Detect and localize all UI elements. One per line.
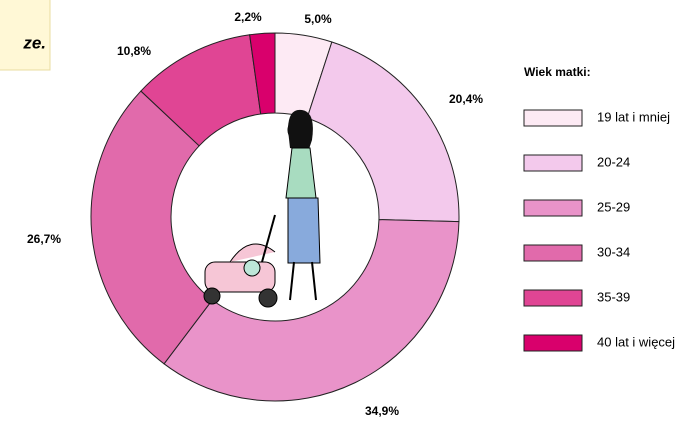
legend-swatch: [524, 290, 582, 306]
legend-swatch: [524, 110, 582, 126]
legend-label: 25-29: [597, 199, 630, 214]
data-label: 26,7%: [27, 232, 61, 246]
data-label: 34,9%: [365, 404, 399, 418]
legend-swatch: [524, 155, 582, 171]
donut-slice: [307, 42, 459, 222]
legend-label: 40 lat i więcej: [597, 334, 675, 349]
legend-label: 20-24: [597, 154, 630, 169]
legend-swatch: [524, 200, 582, 216]
legend-label: 30-34: [597, 244, 630, 259]
legend-title: Wiek matki:: [524, 65, 591, 79]
illustration: [204, 110, 320, 307]
annotation: ze.: [22, 33, 46, 52]
data-label: 20,4%: [449, 92, 483, 106]
legend-swatch: [524, 245, 582, 261]
data-label: 5,0%: [304, 12, 332, 26]
chart: ze. Wiek matki: 5,0% 19 lat i mniej 20,4% 2…: [0, 0, 696, 425]
data-label: 10,8%: [117, 44, 151, 58]
legend-label: 35-39: [597, 289, 630, 304]
legend-label: 19 lat i mniej: [597, 109, 670, 124]
data-label: 2,2%: [234, 10, 262, 24]
legend-swatch: [524, 335, 582, 351]
